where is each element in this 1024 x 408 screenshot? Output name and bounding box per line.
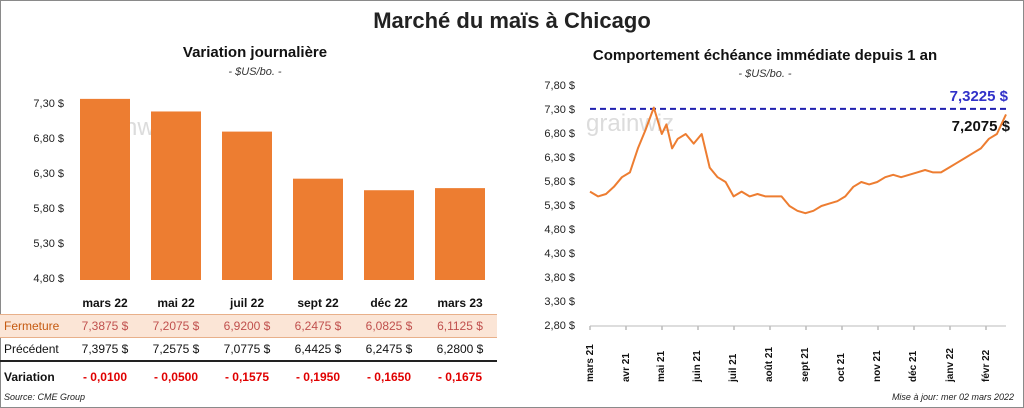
precedent-value: 6,2800 $ bbox=[436, 342, 484, 356]
update-note: Mise à jour: mer 02 mars 2022 bbox=[891, 392, 1014, 402]
variation-value: - 0,1950 bbox=[295, 370, 341, 384]
left-y-tick: 7,30 $ bbox=[33, 98, 64, 110]
right-y-tick: 7,30 $ bbox=[544, 104, 575, 116]
row-label-fermeture: Fermeture bbox=[4, 319, 60, 333]
left-x-tick: mars 22 bbox=[82, 296, 128, 310]
right-y-tick: 5,30 $ bbox=[544, 200, 575, 212]
left-chart-subtitle: - $US/bo. - bbox=[228, 66, 282, 78]
variation-value: - 0,0100 bbox=[82, 370, 128, 384]
fermeture-value: 7,3875 $ bbox=[81, 319, 129, 333]
bar bbox=[80, 98, 130, 280]
right-y-tick: 2,80 $ bbox=[544, 320, 575, 332]
bar bbox=[293, 178, 343, 280]
row-label-variation: Variation bbox=[4, 370, 55, 384]
right-y-tick: 7,80 $ bbox=[544, 80, 575, 92]
variation-value: - 0,0500 bbox=[153, 370, 199, 384]
left-y-tick: 6,80 $ bbox=[33, 133, 64, 145]
main-title: Marché du maïs à Chicago bbox=[373, 8, 651, 33]
fermeture-value: 6,0825 $ bbox=[365, 319, 413, 333]
precedent-value: 6,2475 $ bbox=[365, 342, 413, 356]
right-y-tick: 4,30 $ bbox=[544, 248, 575, 260]
right-chart-subtitle: - $US/bo. - bbox=[738, 68, 792, 80]
left-y-tick: 5,80 $ bbox=[33, 203, 64, 215]
table-row-variation: Variation - 0,0100 - 0,0500 - 0,1575 - 0… bbox=[0, 366, 497, 388]
bar bbox=[222, 131, 272, 280]
left-y-tick: 5,30 $ bbox=[33, 238, 64, 250]
last-value-label: 7,2075 $ bbox=[951, 118, 1010, 135]
right-y-tick: 4,80 $ bbox=[544, 224, 575, 236]
left-x-tick: sept 22 bbox=[297, 296, 339, 310]
right-chart-title: Comportement échéance immédiate depuis 1… bbox=[592, 47, 938, 64]
table-row-precedent: Précédent 7,3975 $ 7,2575 $ 7,0775 $ 6,4… bbox=[0, 338, 497, 362]
right-y-tick: 6,30 $ bbox=[544, 152, 575, 164]
left-x-tick: déc 22 bbox=[370, 296, 408, 310]
bar bbox=[435, 188, 485, 280]
high-value-label: 7,3225 $ bbox=[949, 88, 1008, 105]
left-x-tick: juil 22 bbox=[229, 296, 264, 310]
right-y-tick: 3,80 $ bbox=[544, 272, 575, 284]
precedent-value: 7,0775 $ bbox=[223, 342, 271, 356]
variation-value: - 0,1650 bbox=[366, 370, 412, 384]
bar bbox=[151, 111, 201, 280]
precedent-value: 6,4425 $ bbox=[294, 342, 342, 356]
source-note: Source: CME Group bbox=[4, 392, 86, 402]
fermeture-value: 6,1125 $ bbox=[437, 319, 483, 333]
fermeture-value: 6,2475 $ bbox=[294, 319, 342, 333]
left-x-tick: mars 23 bbox=[437, 296, 483, 310]
price-series-line bbox=[589, 106, 1007, 215]
right-y-tick: 3,30 $ bbox=[544, 296, 575, 308]
precedent-value: 7,2575 $ bbox=[152, 342, 200, 356]
left-chart-title: Variation journalière bbox=[182, 44, 328, 61]
variation-value: - 0,1675 bbox=[437, 370, 483, 384]
fermeture-value: 7,2075 $ bbox=[152, 319, 200, 333]
right-y-tick: 6,80 $ bbox=[544, 128, 575, 140]
variation-value: - 0,1575 bbox=[224, 370, 270, 384]
table-row-fermeture: Fermeture 7,3875 $ 7,2075 $ 6,9200 $ 6,2… bbox=[0, 314, 497, 338]
precedent-value: 7,3975 $ bbox=[81, 342, 129, 356]
left-x-tick: mai 22 bbox=[157, 296, 195, 310]
left-y-tick: 6,30 $ bbox=[33, 168, 64, 180]
right-y-tick: 5,80 $ bbox=[544, 176, 575, 188]
row-label-precedent: Précédent bbox=[4, 342, 59, 356]
left-y-tick: 4,80 $ bbox=[33, 273, 64, 285]
bar bbox=[364, 190, 414, 280]
fermeture-value: 6,9200 $ bbox=[223, 319, 271, 333]
